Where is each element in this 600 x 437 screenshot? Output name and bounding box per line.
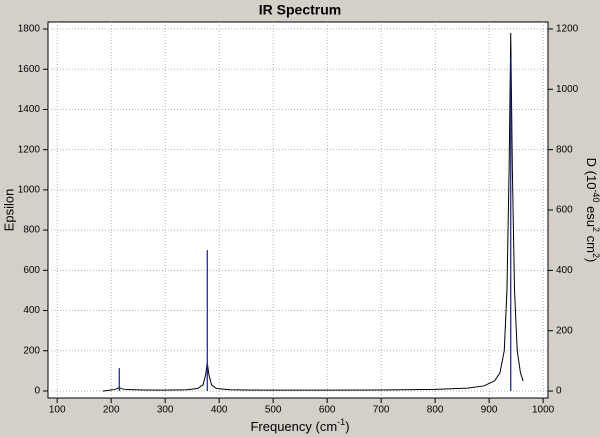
label-part: cm [584,232,599,253]
chart-title: IR Spectrum [259,2,341,18]
x-tick-label: 700 [373,405,390,416]
y-axis-label: Epsilon [1,189,16,232]
superscript: 2 [591,253,600,258]
y-tick-label: 1000 [18,185,41,196]
y-tick-label: 200 [23,345,40,356]
x-tick-label: 600 [319,405,336,416]
superscript: 2 [591,227,600,232]
y-tick-label: 1400 [18,104,41,115]
y2-tick-label: 600 [556,205,573,216]
x-tick-label: 200 [103,405,120,416]
y2-tick-label: 1200 [556,24,579,35]
label-part: ) [584,258,599,262]
label-part: Frequency (cm [250,419,337,434]
label-part: ) [345,419,349,434]
x-tick-label: 500 [265,405,282,416]
superscript: -40 [591,189,600,202]
y-tick-label: 800 [23,225,40,236]
y2-axis-label: D (10-40 esu2 cm2) [584,158,600,263]
y-tick-label: 1200 [18,144,41,155]
x-tick-label: 100 [49,405,66,416]
y-tick-label: 400 [23,305,40,316]
superscript: -1 [337,417,345,427]
x-tick-label: 300 [157,405,174,416]
y-tick-label: 600 [23,265,40,276]
spectrum-line [103,33,524,392]
y2-tick-label: 0 [556,386,562,397]
y2-tick-label: 200 [556,325,573,336]
label-part: esu [584,202,599,227]
y2-tick-label: 400 [556,265,573,276]
y-tick-label: 1800 [18,24,41,35]
x-tick-label: 400 [211,405,228,416]
y2-tick-label: 800 [556,144,573,155]
x-tick-label: 1000 [532,405,555,416]
y2-tick-label: 1000 [556,84,579,95]
x-tick-label: 900 [481,405,498,416]
label-part: D (10 [584,158,599,190]
y-tick-label: 1600 [18,64,41,75]
y-tick-label: 0 [34,386,40,397]
x-axis-label: Frequency (cm-1) [250,417,349,434]
x-tick-label: 800 [427,405,444,416]
plot-area [47,21,549,399]
